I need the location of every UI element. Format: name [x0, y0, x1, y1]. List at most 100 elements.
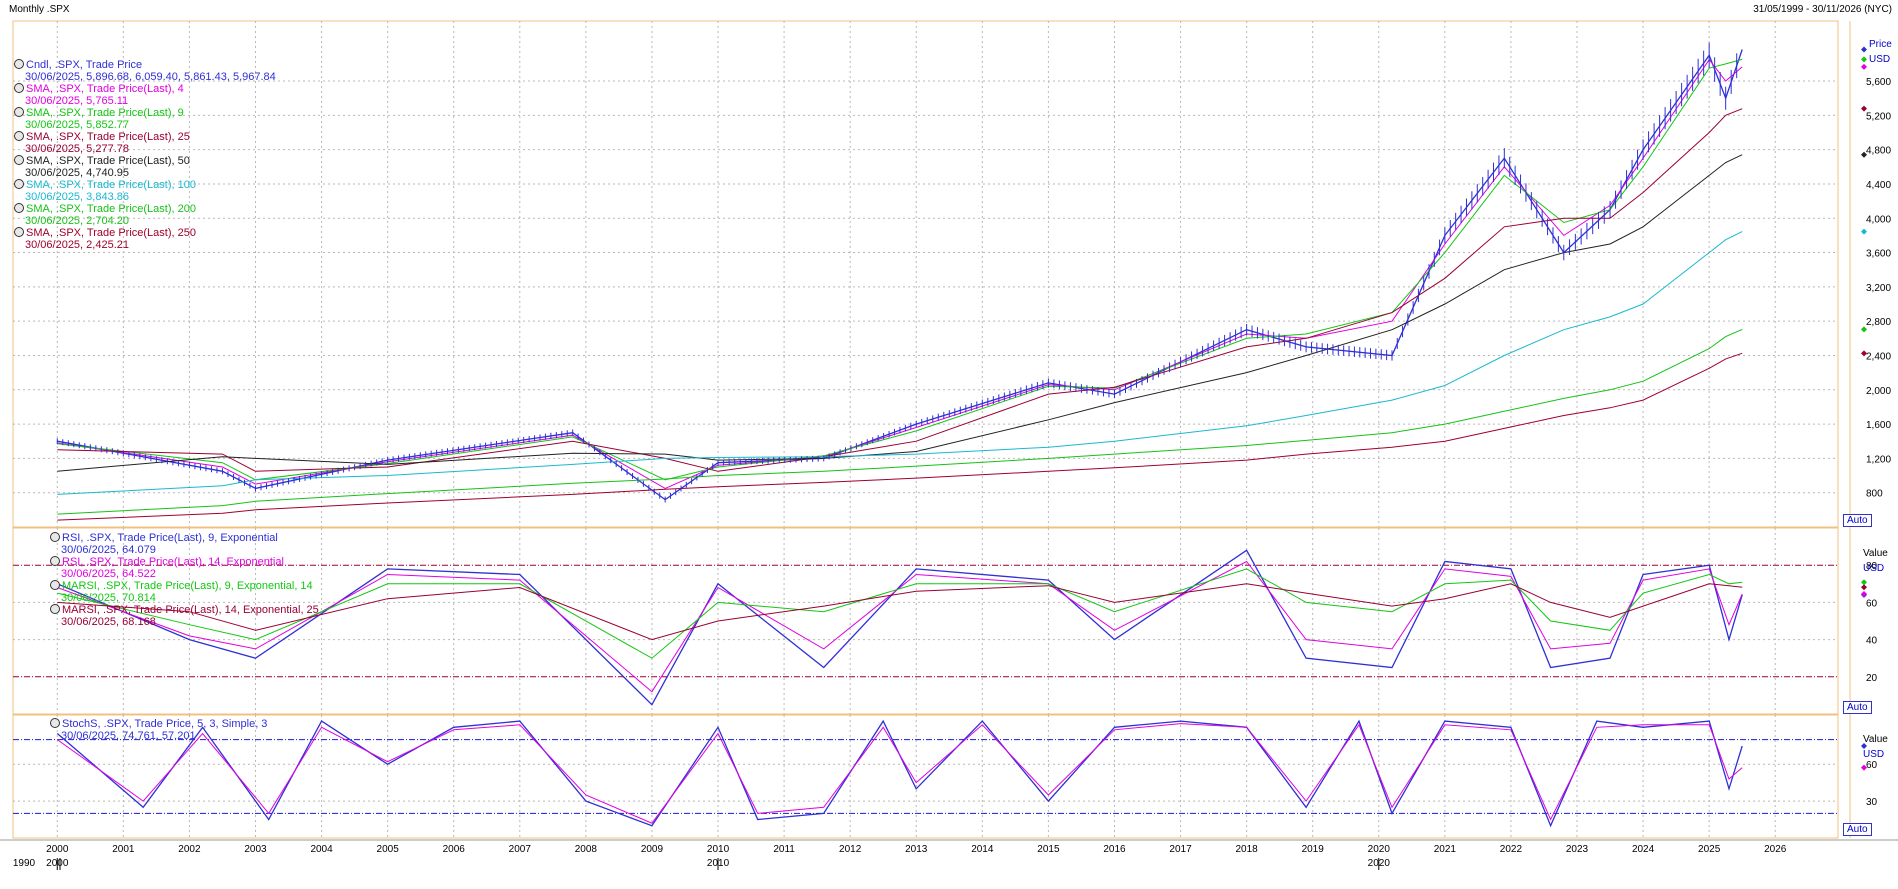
legend-series-value: 30/06/2025, 4,740.95 [25, 167, 129, 179]
indicator-settings-icon[interactable] [50, 604, 60, 614]
series-line-1-0 [57, 549, 1743, 706]
legend-series-value: 30/06/2025, 3,843.86 [25, 191, 129, 203]
price-legend-name-1: SMA, .SPX, Trade Price(Last), 4 [14, 83, 276, 95]
date-range: 31/05/1999 - 30/11/2026 (NYC) [1753, 4, 1892, 15]
price-tick-label: 4,800 [1866, 146, 1891, 157]
year-label: 2008 [575, 844, 598, 855]
price-legend-name-4: SMA, .SPX, Trade Price(Last), 50 [14, 155, 276, 167]
stoch-auto-button[interactable]: Auto [1843, 823, 1872, 836]
year-label: 2000 [46, 844, 69, 855]
indicator-settings-icon[interactable] [50, 556, 60, 566]
stoch-legend: StochS, .SPX, Trade Price, 5, 3, Simple,… [50, 718, 267, 742]
stoch-currency-label: USD [1863, 749, 1885, 760]
indicator-settings-icon[interactable] [14, 83, 24, 93]
price-axis-label: Price [1869, 39, 1892, 50]
year-label: 2004 [310, 844, 333, 855]
last-value-marker [1861, 63, 1867, 70]
year-label: 2016 [1103, 844, 1126, 855]
legend-series-value: 30/06/2025, 5,277.78 [25, 143, 129, 155]
legend-series-name: SMA, .SPX, Trade Price(Last), 250 [26, 227, 196, 239]
legend-series-value: 30/06/2025, 64.522 [61, 568, 156, 580]
year-label: 2020 [1368, 844, 1391, 855]
legend-series-name: MARSI, .SPX, Trade Price(Last), 9, Expon… [62, 580, 313, 592]
legend-series-value: 30/06/2025, 5,896.68, 6,059.40, 5,861.43… [25, 71, 276, 83]
legend-series-name: RSI, .SPX, Trade Price(Last), 9, Exponen… [62, 532, 278, 544]
year-label: 2003 [244, 844, 267, 855]
legend-series-name: MARSI, .SPX, Trade Price(Last), 14, Expo… [62, 604, 319, 616]
price-auto-button[interactable]: Auto [1843, 514, 1872, 527]
last-value-marker [1861, 590, 1867, 597]
rsi-tick-label: 40 [1866, 636, 1878, 647]
rsi-axis-label: Value [1863, 548, 1888, 559]
rsi-legend: RSI, .SPX, Trade Price(Last), 9, Exponen… [50, 532, 319, 628]
legend-series-value: 30/06/2025, 2,704.20 [25, 215, 129, 227]
year-label: 2006 [443, 844, 466, 855]
last-value-marker [1861, 151, 1867, 158]
year-label: 2019 [1302, 844, 1325, 855]
legend-series-name: SMA, .SPX, Trade Price(Last), 200 [26, 203, 196, 215]
price-tick-label: 2,000 [1866, 386, 1891, 397]
stoch-axis-label: Value [1863, 734, 1888, 745]
series-line-0-2 [57, 58, 1743, 481]
year-label: 2012 [839, 844, 862, 855]
panel-frame-2 [12, 714, 1839, 839]
price-tick-label: 1,600 [1866, 420, 1891, 431]
indicator-settings-icon[interactable] [14, 227, 24, 237]
legend-series-value: 30/06/2025, 2,425.21 [25, 239, 129, 251]
price-legend-name-3: SMA, .SPX, Trade Price(Last), 25 [14, 131, 276, 143]
price-tick-label: 4,000 [1866, 214, 1891, 225]
legend-series-name: SMA, .SPX, Trade Price(Last), 25 [26, 131, 190, 143]
year-label: 2018 [1236, 844, 1259, 855]
price-legend-name-6: SMA, .SPX, Trade Price(Last), 200 [14, 203, 276, 215]
price-legend-name-2: SMA, .SPX, Trade Price(Last), 9 [14, 107, 276, 119]
indicator-settings-icon[interactable] [14, 155, 24, 165]
last-value-marker [1861, 350, 1867, 357]
rsi-legend-name-3: MARSI, .SPX, Trade Price(Last), 14, Expo… [50, 604, 319, 616]
price-currency-label: USD [1869, 54, 1891, 65]
last-value-marker [1861, 743, 1867, 750]
year-label: 2026 [1764, 844, 1787, 855]
legend-series-value: 30/06/2025, 5,852.77 [25, 119, 129, 131]
year-label: 2011 [773, 844, 795, 855]
year-label: 2023 [1566, 844, 1589, 855]
last-value-marker [1861, 326, 1867, 333]
year-label: 2017 [1169, 844, 1192, 855]
price-tick-label: 800 [1866, 489, 1883, 500]
legend-series-value: 30/06/2025, 70.814 [61, 592, 156, 604]
rsi-legend-name-2: MARSI, .SPX, Trade Price(Last), 9, Expon… [50, 580, 319, 592]
indicator-settings-icon[interactable] [50, 718, 60, 728]
price-tick-label: 3,200 [1866, 283, 1891, 294]
decade-label: 1990 [13, 858, 36, 869]
legend-series-value: 30/06/2025, 74.761, 57.201 [61, 730, 196, 742]
year-label: 2005 [377, 844, 400, 855]
indicator-settings-icon[interactable] [50, 532, 60, 542]
price-legend-name-0: Cndl, .SPX, Trade Price [14, 59, 276, 71]
legend-series-name: SMA, .SPX, Trade Price(Last), 4 [26, 83, 184, 95]
indicator-settings-icon[interactable] [14, 203, 24, 213]
rsi-legend-name-0: RSI, .SPX, Trade Price(Last), 9, Exponen… [50, 532, 319, 544]
legend-series-name: SMA, .SPX, Trade Price(Last), 9 [26, 107, 184, 119]
rsi-legend-name-1: RSI, .SPX, Trade Price(Last), 14, Expone… [50, 556, 319, 568]
year-label: 2014 [971, 844, 994, 855]
indicator-settings-icon[interactable] [14, 59, 24, 69]
series-line-0-6 [57, 328, 1743, 515]
price-tick-label: 1,200 [1866, 454, 1891, 465]
indicator-settings-icon[interactable] [14, 179, 24, 189]
rsi-currency-label: USD [1863, 563, 1885, 574]
last-value-marker [1861, 579, 1867, 586]
indicator-settings-icon[interactable] [14, 107, 24, 117]
rsi-auto-button[interactable]: Auto [1843, 701, 1872, 714]
chart-title: Monthly .SPX [9, 4, 70, 15]
price-tick-label: 2,400 [1866, 351, 1891, 362]
year-label: 2013 [905, 844, 928, 855]
legend-series-name: SMA, .SPX, Trade Price(Last), 50 [26, 155, 190, 167]
series-line-2-0 [56, 719, 1743, 828]
legend-series-name: Cndl, .SPX, Trade Price [26, 59, 143, 71]
year-label: 2015 [1037, 844, 1060, 855]
indicator-settings-icon[interactable] [50, 580, 60, 590]
year-label: 2024 [1632, 844, 1655, 855]
stoch-tick-label: 60 [1866, 760, 1878, 771]
indicator-settings-icon[interactable] [14, 131, 24, 141]
price-tick-label: 5,200 [1866, 111, 1891, 122]
